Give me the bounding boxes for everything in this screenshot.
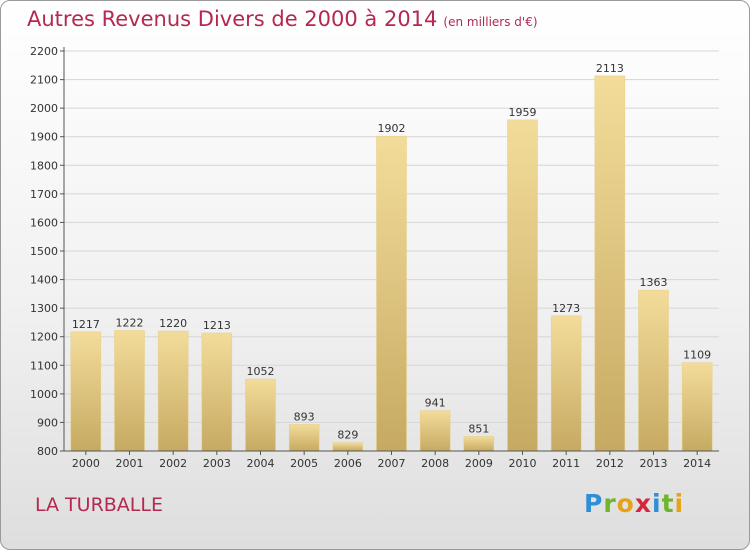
bar	[594, 75, 626, 452]
bar-value-label: 851	[468, 422, 489, 435]
chart-title-block: Autres Revenus Divers de 2000 à 2014 (en …	[27, 7, 538, 31]
bar	[114, 330, 145, 452]
bar	[681, 362, 713, 452]
bar-value-label: 1109	[683, 349, 711, 362]
bar-value-label: 1273	[552, 302, 580, 315]
bar	[70, 331, 102, 452]
y-tick-label: 1800	[30, 159, 58, 172]
y-tick-label: 1200	[30, 331, 58, 344]
y-tick-label: 1700	[30, 188, 58, 201]
bar-value-label: 829	[337, 429, 358, 442]
y-tick-label: 1500	[30, 245, 58, 258]
x-tick-label: 2013	[640, 457, 668, 470]
bar-value-label: 1220	[159, 317, 187, 330]
y-tick-label: 1900	[30, 131, 58, 144]
city-name: LA TURBALLE	[35, 494, 163, 516]
chart-title: Autres Revenus Divers de 2000 à 2014	[27, 7, 438, 31]
logo-letter: x	[634, 489, 652, 518]
x-tick-label: 2014	[683, 457, 711, 470]
x-tick-label: 2006	[334, 457, 362, 470]
chart-unit-note: (en milliers d'€)	[443, 15, 538, 29]
bar-value-label: 1959	[509, 106, 537, 119]
logo-letter: i	[674, 489, 685, 518]
x-tick-label: 2012	[596, 457, 624, 470]
bar	[157, 330, 189, 452]
logo-letter: o	[616, 489, 635, 518]
y-tick-label: 900	[37, 416, 58, 429]
proxiti-logo: Proxiti	[584, 489, 684, 518]
y-tick-label: 2100	[30, 74, 58, 87]
bar-value-label: 1902	[378, 122, 406, 135]
bar	[638, 289, 669, 452]
y-tick-label: 1000	[30, 388, 58, 401]
bar-value-label: 1363	[640, 276, 668, 289]
bar-value-label: 1052	[247, 365, 275, 378]
bar	[507, 119, 538, 452]
bar-value-label: 1217	[72, 318, 100, 331]
bar	[245, 378, 276, 452]
bar	[288, 424, 320, 452]
y-tick-label: 1400	[30, 274, 58, 287]
x-tick-label: 2004	[247, 457, 275, 470]
bar-value-label: 941	[425, 397, 446, 410]
logo-letter: r	[603, 489, 617, 518]
logo-letter: P	[584, 489, 604, 518]
bar	[376, 135, 407, 452]
bar	[201, 332, 233, 452]
x-tick-label: 2011	[552, 457, 580, 470]
bar	[419, 410, 451, 452]
x-tick-label: 2003	[203, 457, 231, 470]
y-tick-label: 2200	[30, 45, 58, 58]
bar-value-label: 1213	[203, 319, 231, 332]
x-tick-label: 2009	[465, 457, 493, 470]
x-tick-label: 2005	[290, 457, 318, 470]
y-tick-label: 1600	[30, 216, 58, 229]
bar-value-label: 893	[294, 410, 315, 423]
logo-letter: t	[661, 489, 675, 518]
bar	[463, 436, 495, 452]
x-tick-label: 2001	[116, 457, 144, 470]
x-tick-label: 2002	[159, 457, 187, 470]
y-tick-label: 1300	[30, 302, 58, 315]
bar-value-label: 1222	[116, 316, 144, 329]
x-tick-label: 2007	[378, 457, 406, 470]
bar	[332, 442, 364, 452]
bar	[550, 315, 582, 452]
bar-value-label: 2113	[596, 62, 624, 75]
y-tick-label: 2000	[30, 102, 58, 115]
x-tick-label: 2008	[421, 457, 449, 470]
y-tick-label: 800	[37, 445, 58, 458]
y-tick-label: 1100	[30, 359, 58, 372]
logo-letter: i	[652, 489, 662, 518]
x-tick-label: 2000	[72, 457, 100, 470]
x-tick-label: 2010	[509, 457, 537, 470]
